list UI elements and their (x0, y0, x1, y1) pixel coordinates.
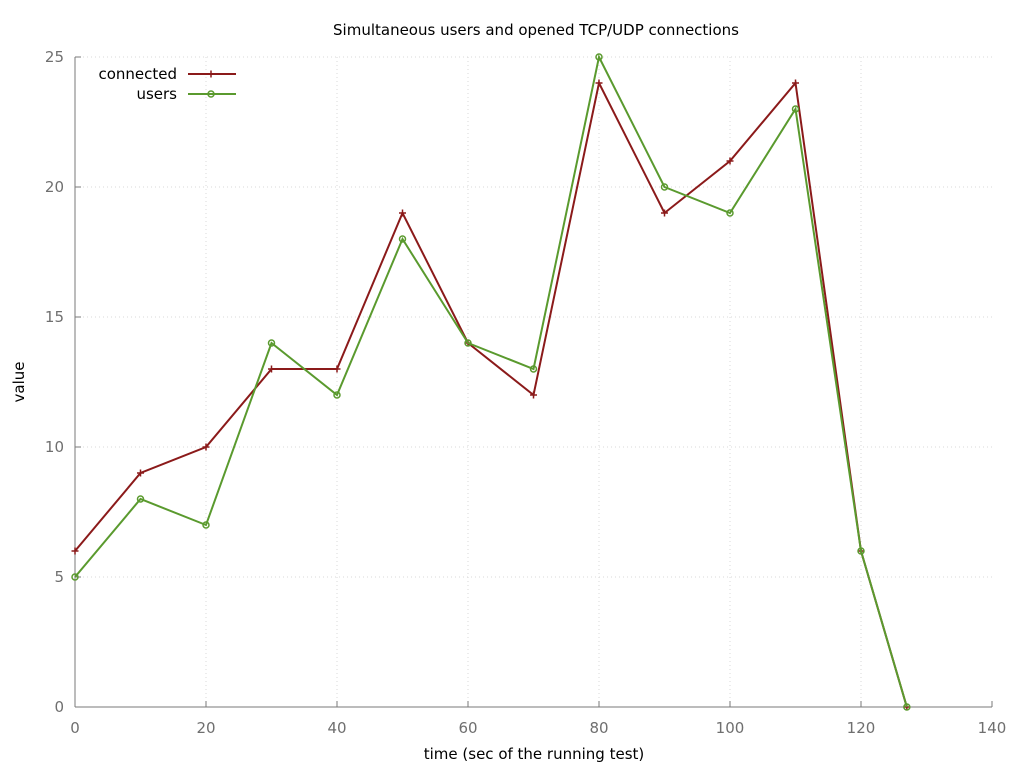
data-point-plus (333, 365, 341, 373)
axes (74, 57, 992, 708)
x-tick-label: 100 (716, 719, 745, 737)
data-point-circle (660, 183, 669, 191)
series-line-users (74, 53, 908, 708)
data-point-plus (595, 79, 603, 87)
data-point-circle (136, 495, 145, 503)
y-tick-label: 10 (45, 438, 64, 456)
y-axis-label: value (10, 362, 28, 403)
x-tick-label: 0 (70, 719, 80, 737)
y-tick-label: 25 (45, 48, 64, 66)
tick-labels: 0 20 40 60 80 100 120 140 0 5 10 15 20 25 (45, 48, 1006, 737)
data-point-circle (207, 90, 215, 98)
data-point-circle (333, 391, 341, 399)
data-point-plus (792, 79, 799, 87)
data-point-circle (464, 339, 472, 347)
data-point-circle (267, 339, 276, 347)
x-tick-label: 60 (458, 719, 477, 737)
data-point-circle (529, 365, 538, 373)
data-point-circle (595, 53, 603, 61)
y-tick-label: 0 (54, 698, 64, 716)
legend-label-users: users (136, 85, 177, 103)
x-tick-label: 20 (196, 719, 215, 737)
x-axis-label: time (sec of the running test) (424, 745, 645, 763)
y-tick-label: 5 (54, 568, 64, 586)
series-line-connected (74, 79, 908, 708)
legend-label-connected: connected (98, 65, 177, 83)
data-point-plus (137, 469, 144, 477)
data-point-circle (202, 521, 210, 529)
data-point-plus (661, 209, 668, 217)
data-point-plus (71, 547, 79, 555)
data-point-plus (207, 70, 215, 78)
data-point-plus (202, 443, 210, 451)
data-point-circle (726, 209, 734, 217)
data-point-plus (726, 157, 734, 165)
data-point-circle (857, 547, 865, 555)
x-tick-label: 40 (327, 719, 346, 737)
grid-lines (75, 56, 992, 707)
x-tick-label: 140 (978, 719, 1007, 737)
data-point-plus (530, 391, 537, 399)
y-tick-label: 20 (45, 178, 64, 196)
data-point-circle (791, 105, 800, 113)
legend: connected users (98, 65, 236, 103)
data-point-circle (903, 703, 911, 711)
data-point-plus (399, 209, 406, 217)
chart-title: Simultaneous users and opened TCP/UDP co… (333, 21, 739, 39)
data-point-circle (398, 235, 407, 243)
data-point-circle (71, 573, 79, 581)
x-tick-label: 80 (589, 719, 608, 737)
data-point-plus (268, 365, 275, 373)
x-tick-label: 120 (847, 719, 876, 737)
series-lines (71, 53, 911, 711)
y-tick-label: 15 (45, 308, 64, 326)
